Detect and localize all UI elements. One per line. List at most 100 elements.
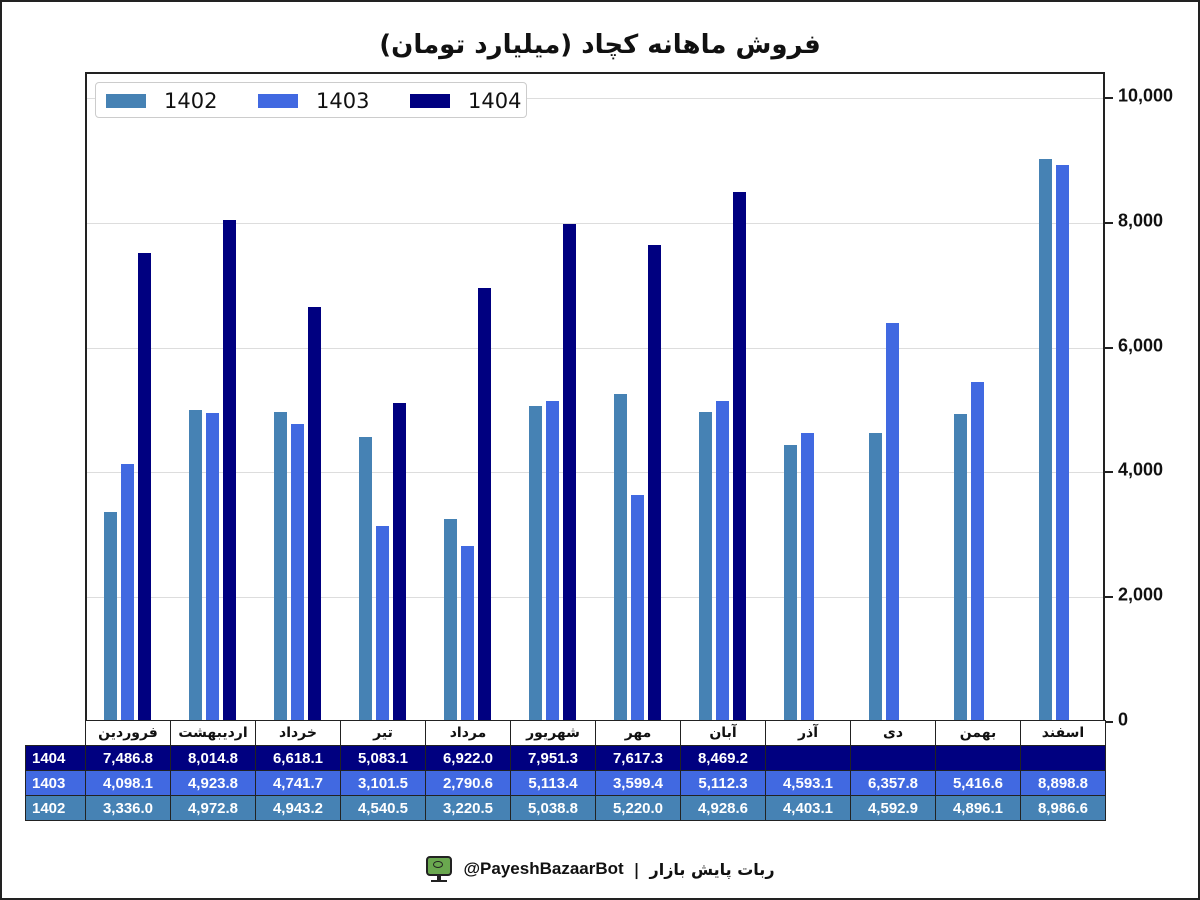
row-year-label: 1403 — [25, 770, 86, 796]
table-cell: 5,416.6 — [935, 770, 1021, 796]
bar-1403 — [716, 401, 729, 720]
table-cell — [765, 745, 851, 771]
y-tick-label: 6,000 — [1118, 335, 1164, 356]
month-header: تیر — [340, 720, 426, 746]
month-header: اسفند — [1020, 720, 1106, 746]
bar-1403 — [546, 400, 559, 720]
legend-label-1403: 1403 — [316, 89, 370, 113]
bar-1404 — [563, 223, 576, 720]
bar-1403 — [121, 464, 134, 720]
bar-1404 — [223, 219, 236, 720]
bar-1403 — [376, 526, 389, 720]
y-tick-label: 8,000 — [1118, 210, 1164, 231]
table-cell: 4,972.8 — [170, 795, 256, 821]
table-cell: 5,220.0 — [595, 795, 681, 821]
legend-swatch-1404 — [410, 94, 450, 108]
y-tick — [1105, 97, 1113, 99]
y-tick — [1105, 471, 1113, 474]
legend-item-1403: 1403 — [258, 83, 369, 119]
table-cell: 5,038.8 — [510, 795, 596, 821]
bar-1403 — [206, 412, 219, 720]
footer-separator: | — [633, 859, 640, 879]
month-header: بهمن — [935, 720, 1021, 746]
table-row: 1402 3,336.0 4,972.8 4,943.2 4,540.5 3,220.5 5… — [25, 795, 1106, 821]
plot-area — [85, 72, 1113, 723]
bar-1402 — [1039, 159, 1052, 720]
chart-title: فروش ماهانه کچاد (میلیارد تومان) — [379, 30, 821, 60]
table-cell: 4,593.1 — [765, 770, 851, 796]
table-cell: 3,220.5 — [425, 795, 511, 821]
bar-1402 — [529, 405, 542, 720]
legend-swatch-1403 — [258, 94, 298, 108]
y-tick-label: 10,000 — [1118, 85, 1174, 106]
y-tick-label: 0 — [1118, 709, 1129, 730]
table-cell: 5,113.4 — [510, 770, 596, 796]
bar-1403 — [291, 424, 304, 720]
table-cell: 4,098.1 — [85, 770, 171, 796]
table-cell: 3,599.4 — [595, 770, 681, 796]
table-cell: 7,951.3 — [510, 745, 596, 771]
gridline — [87, 472, 1103, 474]
table-cell — [1020, 745, 1106, 771]
table-header-row: فروردین اردیبهشت خرداد تیر مرداد شهریور مهر آبا… — [25, 720, 1106, 746]
bar-1404 — [138, 252, 151, 720]
month-header: آبان — [680, 720, 766, 746]
table-cell — [850, 745, 936, 771]
table-cell: 8,014.8 — [170, 745, 256, 771]
gridline — [87, 347, 1103, 349]
bar-1403 — [461, 545, 474, 720]
legend-label-1402: 1402 — [164, 89, 218, 113]
bar-1402 — [359, 436, 372, 720]
table-cell: 4,928.6 — [680, 795, 766, 821]
bar-1402 — [869, 433, 882, 720]
month-header: مهر — [595, 720, 681, 746]
bar-1404 — [393, 402, 406, 720]
gridline — [87, 597, 1103, 599]
table-cell: 4,403.1 — [765, 795, 851, 821]
table-cell: 3,101.5 — [340, 770, 426, 796]
bar-1402 — [274, 411, 287, 720]
table-cell: 4,896.1 — [935, 795, 1021, 821]
legend-label-1404: 1404 — [468, 89, 522, 113]
month-header: خرداد — [255, 720, 341, 746]
y-tick — [1105, 596, 1113, 599]
row-year-label: 1404 — [25, 745, 86, 771]
table-row: 1404 7,486.8 8,014.8 6,618.1 5,083.1 6,922.0 7… — [25, 745, 1106, 771]
legend-swatch-1402 — [106, 94, 146, 108]
bar-1402 — [614, 394, 627, 720]
bar-1403 — [801, 433, 814, 720]
gridline — [87, 222, 1103, 224]
bar-1404 — [648, 244, 661, 720]
table-cell: 8,898.8 — [1020, 770, 1106, 796]
table-cell: 8,469.2 — [680, 745, 766, 771]
monitor-eye-icon — [425, 856, 453, 882]
table-cell: 4,923.8 — [170, 770, 256, 796]
table-cell: 3,336.0 — [85, 795, 171, 821]
month-header: دی — [850, 720, 936, 746]
month-header: فروردین — [85, 720, 171, 746]
y-tick-label: 4,000 — [1118, 459, 1164, 480]
y-tick — [1105, 221, 1113, 224]
month-header: مرداد — [425, 720, 511, 746]
bar-1402 — [104, 511, 117, 720]
bar-1402 — [954, 414, 967, 720]
month-header: اردیبهشت — [170, 720, 256, 746]
table-cell: 6,357.8 — [850, 770, 936, 796]
y-tick — [1105, 721, 1113, 723]
month-header: آذر — [765, 720, 851, 746]
bar-1402 — [699, 412, 712, 720]
bar-1402 — [784, 445, 797, 720]
bar-1404 — [308, 307, 321, 720]
legend-item-1402: 1402 — [106, 83, 217, 119]
table-cell: 7,486.8 — [85, 745, 171, 771]
data-table: فروردین اردیبهشت خرداد تیر مرداد شهریور مهر آبا… — [25, 720, 1106, 821]
table-cell — [935, 745, 1021, 771]
bar-1403 — [886, 323, 899, 720]
bar-1403 — [1056, 164, 1069, 720]
row-year-label: 1402 — [25, 795, 86, 821]
legend: 1402 1403 1404 — [95, 82, 527, 118]
bar-1403 — [971, 382, 984, 720]
bar-1403 — [631, 495, 644, 720]
table-cell: 6,618.1 — [255, 745, 341, 771]
